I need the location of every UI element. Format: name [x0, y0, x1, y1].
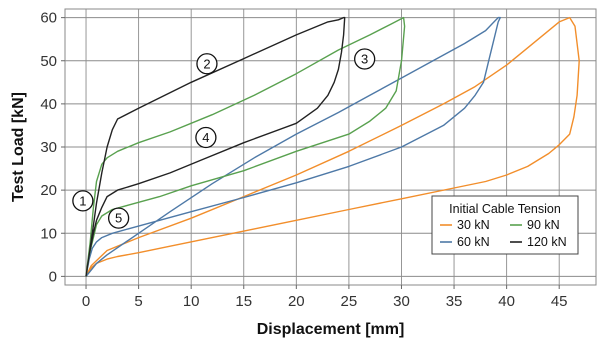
annotation-label: 5	[115, 211, 122, 226]
series-lines	[85, 16, 580, 277]
series-line-30-kn	[85, 16, 580, 277]
annotation-marker	[354, 48, 376, 70]
legend-entry-label: 30 kN	[457, 218, 490, 232]
annotation-marker	[72, 190, 94, 212]
y-tick-label: 40	[40, 96, 57, 113]
x-tick-label: 10	[183, 293, 200, 310]
annotation-marker	[107, 207, 130, 229]
legend-entries: 30 kN 60 kN 90 kN 120 kN	[440, 218, 567, 249]
y-tick-label: 50	[40, 53, 57, 70]
x-axis-title: Displacement [mm]	[257, 321, 405, 338]
annotation-label: 4	[202, 130, 209, 145]
annotation-marker	[195, 126, 217, 149]
y-tick-label: 60	[40, 10, 57, 27]
x-tick-label: 20	[288, 293, 305, 310]
x-tick-label: 45	[551, 293, 568, 310]
x-axis: 0 5 10 15 20 25 30 35 40 45	[82, 285, 568, 310]
x-tick-label: 0	[82, 293, 90, 310]
series-line-60-kn	[85, 16, 501, 277]
grid	[65, 9, 596, 285]
legend-entry-label: 90 kN	[527, 218, 560, 232]
annotations: 1 2 3 4 5	[72, 48, 376, 229]
annotation-label: 2	[203, 56, 210, 71]
x-tick-label: 15	[235, 293, 252, 310]
y-tick-label: 0	[49, 268, 57, 285]
x-tick-label: 40	[498, 293, 515, 310]
legend-entry-label: 60 kN	[457, 235, 490, 249]
series-line-90-kn	[85, 16, 406, 277]
y-tick-label: 20	[40, 182, 57, 199]
y-axis: 0 10 20 30 40 50 60	[40, 10, 65, 285]
x-tick-label: 35	[446, 293, 463, 310]
legend-entry-label: 120 kN	[527, 235, 567, 249]
legend-title: Initial Cable Tension	[449, 202, 561, 216]
y-tick-label: 10	[40, 225, 57, 242]
legend: Initial Cable Tension 30 kN 60 kN 90 kN 120…	[431, 195, 579, 255]
x-tick-label: 5	[134, 293, 142, 310]
series-line-120-kn	[85, 16, 346, 277]
legend-box	[431, 195, 579, 255]
annotation-label: 3	[361, 52, 368, 67]
annotation-marker	[196, 53, 218, 75]
y-axis-title: Test Load [kN]	[10, 92, 27, 202]
y-tick-label: 30	[40, 139, 57, 156]
x-tick-label: 25	[341, 293, 358, 310]
x-tick-label: 30	[393, 293, 410, 310]
annotation-label: 1	[79, 193, 86, 208]
